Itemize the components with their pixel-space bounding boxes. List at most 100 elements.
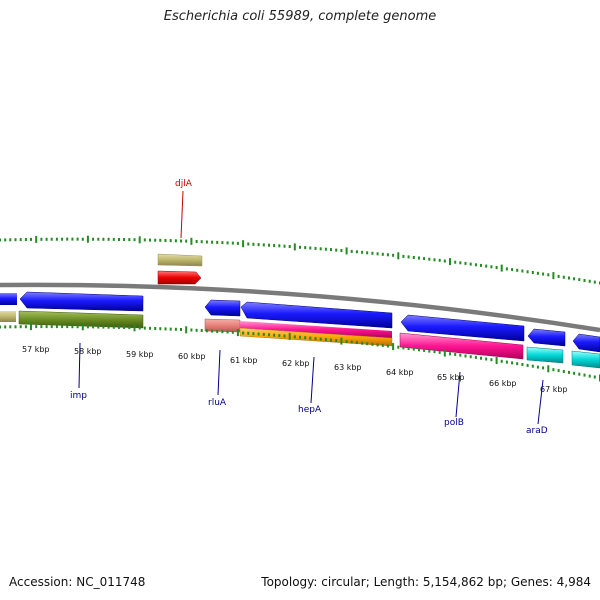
minor-tick bbox=[521, 363, 524, 366]
minor-tick bbox=[66, 325, 69, 329]
minor-tick bbox=[412, 347, 415, 351]
minor-tick bbox=[19, 238, 22, 242]
minor-tick bbox=[531, 364, 534, 368]
minor-tick bbox=[593, 375, 596, 379]
minor-tick bbox=[61, 237, 64, 241]
inner-tick-ring bbox=[0, 323, 600, 382]
minor-tick bbox=[335, 339, 338, 342]
gene-label-djla[interactable]: djlA bbox=[175, 179, 193, 189]
major-tick bbox=[35, 235, 38, 243]
minor-tick bbox=[4, 238, 7, 242]
scale-label: 63 kbp bbox=[334, 363, 362, 372]
minor-tick bbox=[459, 261, 462, 265]
major-tick bbox=[185, 326, 188, 334]
minor-tick bbox=[24, 238, 27, 241]
gene-label-rlua[interactable]: rluA bbox=[208, 398, 227, 408]
minor-tick bbox=[309, 246, 312, 250]
minor-tick bbox=[45, 237, 48, 241]
major-tick bbox=[236, 329, 239, 337]
minor-tick bbox=[464, 354, 467, 358]
minor-tick bbox=[0, 325, 1, 329]
minor-tick bbox=[9, 325, 12, 329]
cds-lane-top[interactable] bbox=[0, 291, 600, 353]
minor-tick bbox=[118, 325, 120, 329]
minor-tick bbox=[335, 248, 338, 252]
minor-tick bbox=[216, 329, 219, 333]
minor-tick bbox=[112, 237, 115, 241]
minor-tick bbox=[547, 273, 550, 277]
minor-tick bbox=[164, 327, 167, 331]
minor-tick bbox=[361, 341, 364, 345]
minor-tick bbox=[180, 328, 182, 331]
gene-label-imp[interactable]: imp bbox=[70, 391, 87, 401]
minor-tick bbox=[355, 250, 358, 254]
gene-label-polb[interactable]: polB bbox=[444, 418, 464, 428]
genome-backbone bbox=[0, 282, 600, 333]
minor-tick bbox=[190, 328, 193, 332]
minor-tick bbox=[304, 246, 307, 250]
minor-tick bbox=[50, 237, 53, 241]
gene-labels: djlA imp rluA hepA polB araD bbox=[70, 179, 548, 436]
minor-tick bbox=[573, 371, 576, 375]
minor-tick bbox=[366, 251, 369, 255]
outer-tick-ring bbox=[0, 235, 600, 285]
topology-label: Topology: bbox=[261, 575, 318, 589]
scale-label: 57 kbp bbox=[22, 345, 50, 354]
major-tick bbox=[552, 272, 555, 280]
minor-tick bbox=[102, 325, 105, 329]
minor-tick bbox=[371, 251, 374, 255]
minor-tick bbox=[371, 342, 374, 346]
major-tick bbox=[81, 323, 84, 331]
length-label: Length: bbox=[373, 575, 420, 589]
minor-tick bbox=[231, 241, 234, 245]
minor-tick bbox=[583, 373, 586, 377]
minor-tick bbox=[474, 263, 477, 267]
minor-tick bbox=[0, 238, 1, 242]
minor-tick bbox=[438, 258, 441, 262]
minor-tick bbox=[418, 256, 420, 260]
minor-tick bbox=[500, 359, 503, 363]
gene-label-arad[interactable]: araD bbox=[526, 426, 548, 436]
minor-tick bbox=[588, 374, 591, 378]
minor-tick bbox=[169, 239, 172, 243]
minor-tick bbox=[350, 340, 353, 344]
minor-tick bbox=[185, 239, 188, 243]
minor-tick bbox=[30, 237, 32, 241]
minor-tick bbox=[14, 325, 17, 329]
minor-tick bbox=[24, 325, 27, 329]
minor-tick bbox=[283, 244, 286, 248]
minor-tick bbox=[423, 257, 426, 261]
major-tick bbox=[449, 258, 451, 266]
minor-tick bbox=[216, 240, 219, 244]
major-tick bbox=[288, 332, 291, 340]
minor-tick bbox=[505, 267, 508, 271]
gene-djla-arrow[interactable] bbox=[157, 270, 202, 285]
cds-lane-bottom[interactable] bbox=[0, 310, 600, 369]
minor-tick bbox=[92, 325, 95, 329]
gene-label-hepa[interactable]: hepA bbox=[298, 405, 322, 415]
feature-khaki-upper[interactable] bbox=[157, 253, 203, 267]
length-value: 5,154,862 bp bbox=[422, 575, 503, 589]
major-tick bbox=[133, 324, 136, 332]
minor-tick bbox=[71, 237, 74, 241]
minor-tick bbox=[433, 350, 436, 354]
minor-tick bbox=[200, 329, 203, 332]
minor-tick bbox=[252, 332, 255, 336]
minor-tick bbox=[562, 275, 565, 279]
minor-tick bbox=[428, 257, 431, 261]
map-title: Escherichia coli 55989, complete genome bbox=[163, 9, 437, 24]
minor-tick bbox=[557, 274, 560, 278]
minor-tick bbox=[128, 326, 131, 330]
minor-tick bbox=[61, 325, 64, 329]
minor-tick bbox=[330, 248, 332, 252]
minor-tick bbox=[443, 259, 446, 263]
minor-tick bbox=[257, 243, 260, 247]
minor-tick bbox=[195, 328, 198, 332]
accession-info: Accession: NC_011748 bbox=[9, 575, 145, 589]
minor-tick bbox=[418, 348, 420, 352]
minor-tick bbox=[319, 337, 322, 341]
genome-stats: Topology: circular; Length: 5,154,862 bp… bbox=[261, 575, 591, 589]
minor-tick bbox=[423, 348, 426, 352]
minor-tick bbox=[76, 237, 79, 241]
